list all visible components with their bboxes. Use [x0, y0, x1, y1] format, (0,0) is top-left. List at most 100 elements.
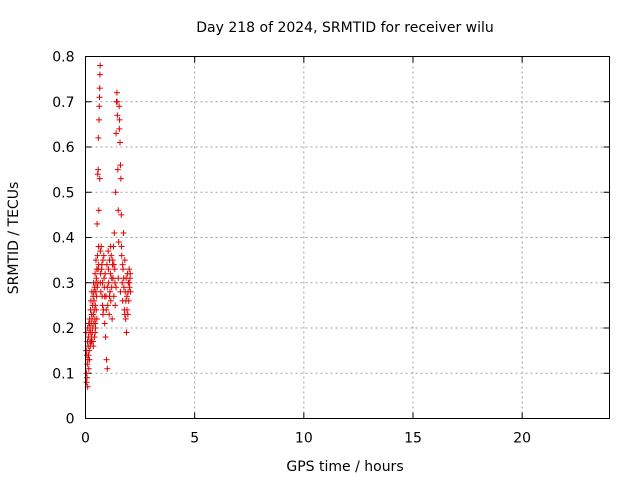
data-point — [126, 266, 133, 273]
data-point — [105, 266, 112, 273]
data-point — [127, 270, 134, 277]
data-point — [108, 275, 115, 282]
data-point — [103, 261, 110, 268]
data-point — [95, 207, 102, 214]
data-point — [111, 229, 118, 236]
data-point — [96, 103, 103, 110]
data-point — [117, 288, 124, 295]
data-point — [99, 302, 106, 309]
y-tick-label: 0.3 — [52, 276, 74, 292]
data-point — [113, 284, 120, 291]
data-point — [94, 220, 101, 227]
data-point — [101, 275, 108, 282]
data-point — [123, 329, 130, 336]
data-point — [105, 279, 112, 286]
data-point — [116, 116, 123, 123]
data-point — [105, 248, 112, 255]
data-point — [109, 315, 116, 322]
data-point — [85, 365, 92, 372]
data-point — [121, 311, 128, 318]
y-axis-label: SRMTID / TECUs — [6, 182, 22, 295]
data-point — [103, 306, 110, 313]
data-point — [113, 89, 120, 96]
data-point — [121, 257, 128, 264]
data-point — [97, 248, 104, 255]
data-point — [113, 130, 120, 137]
chart-title: Day 218 of 2024, SRMTID for receiver wil… — [196, 20, 494, 36]
data-point — [90, 288, 97, 295]
y-tick-label: 0.7 — [52, 95, 74, 111]
data-point — [86, 320, 93, 327]
x-axis-label: GPS time / hours — [286, 459, 403, 475]
data-point — [96, 71, 103, 78]
y-tick-label: 0.5 — [52, 185, 74, 201]
data-point — [92, 329, 99, 336]
data-point — [101, 320, 108, 327]
data-point — [112, 189, 119, 196]
data-point — [111, 266, 118, 273]
data-point — [116, 125, 123, 132]
data-point — [102, 334, 109, 341]
data-point — [96, 85, 103, 92]
data-point — [120, 284, 127, 291]
data-point — [86, 356, 93, 363]
data-point — [118, 252, 125, 259]
data-point — [116, 103, 123, 110]
data-point — [106, 311, 113, 318]
data-point — [107, 297, 114, 304]
data-point — [93, 293, 100, 300]
data-point — [91, 297, 98, 304]
data-point — [106, 293, 113, 300]
data-point — [83, 370, 90, 377]
data-point — [102, 270, 109, 277]
data-point — [85, 352, 92, 359]
data-point — [125, 288, 132, 295]
data-point — [92, 270, 99, 277]
y-tick-label: 0.8 — [52, 50, 74, 66]
grid-lines — [85, 56, 610, 419]
y-tick-label: 0.4 — [52, 231, 74, 247]
data-point — [120, 229, 127, 236]
data-point — [122, 315, 129, 322]
data-point — [115, 275, 122, 282]
data-point — [99, 311, 106, 318]
data-point — [97, 279, 104, 286]
data-point — [109, 257, 116, 264]
data-point — [93, 306, 100, 313]
data-point — [115, 207, 122, 214]
data-point — [104, 365, 111, 372]
data-point — [97, 62, 104, 69]
data-point — [112, 302, 119, 309]
y-tick-label: 0.6 — [52, 140, 74, 156]
data-point — [111, 279, 118, 286]
data-point — [108, 252, 115, 259]
data-point — [97, 288, 104, 295]
data-point — [95, 266, 102, 273]
data-point — [120, 275, 127, 282]
data-point — [86, 347, 93, 354]
data-point — [96, 116, 103, 123]
y-tick-label: 0 — [66, 412, 75, 428]
data-point — [126, 279, 133, 286]
data-point — [98, 261, 105, 268]
data-point — [95, 134, 102, 141]
x-tick-label: 15 — [404, 431, 422, 447]
data-point — [115, 239, 122, 246]
data-point — [100, 252, 107, 259]
data-point — [95, 166, 102, 173]
data-point — [118, 243, 125, 250]
x-tick-label: 20 — [513, 431, 531, 447]
data-point — [123, 306, 130, 313]
y-tick-label: 0.1 — [52, 366, 74, 382]
data-point — [99, 257, 106, 264]
data-point — [95, 243, 102, 250]
data-point — [91, 334, 98, 341]
data-point — [104, 284, 111, 291]
data-point — [104, 302, 111, 309]
data-point — [110, 261, 117, 268]
data-point — [96, 94, 103, 101]
data-point — [107, 270, 114, 277]
axis-ticks: 0 0.1 0.2 0.3 0.4 0.5 0.6 0.7 0.8 0 5 10 15 20 — [52, 50, 610, 447]
data-point — [118, 211, 125, 218]
